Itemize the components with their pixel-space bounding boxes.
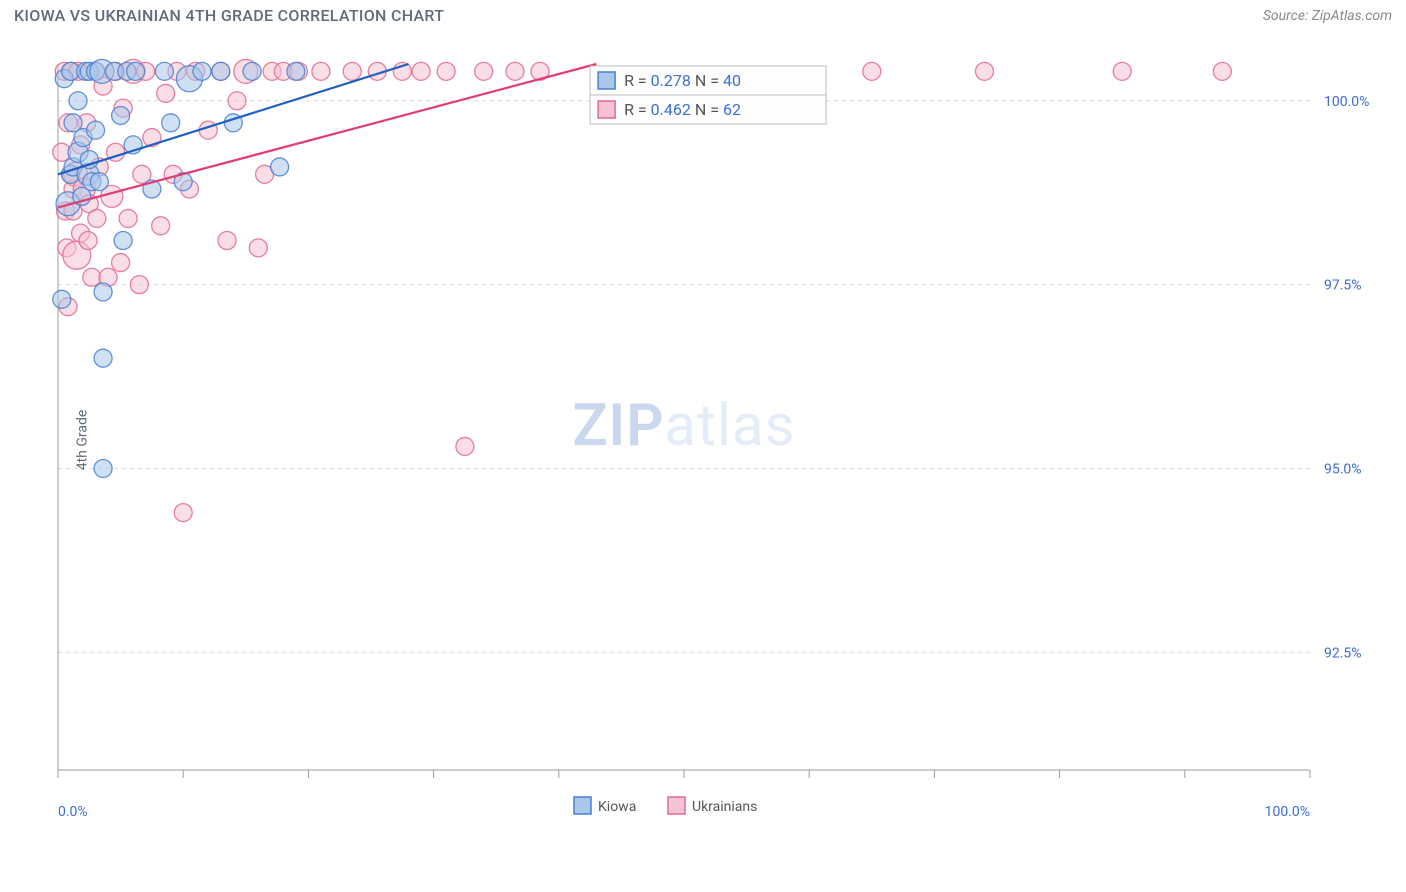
stats-text-ukrainians: R = 0.462 N = 62 [624,100,741,119]
scatter-point-ukrainians [1113,62,1131,80]
scatter-point-ukrainians [79,232,97,250]
scatter-point-kiowa [53,290,71,308]
stats-swatch-ukrainians [598,101,615,118]
scatter-point-ukrainians [437,62,455,80]
stats-text-kiowa: R = 0.278 N = 40 [624,71,741,90]
scatter-point-ukrainians [312,62,330,80]
correlation-chart: 92.5% 95.0% 97.5% 100.0% ZIPatlas 0.0% 100.0% R… [46,40,1386,840]
scatter-point-ukrainians [343,62,361,80]
scatter-point-kiowa [69,92,87,110]
y-tick-label: 100.0% [1324,94,1369,110]
scatter-point-ukrainians [130,276,148,294]
scatter-point-kiowa [212,62,230,80]
y-tick-label: 95.0% [1324,461,1362,477]
scatter-point-kiowa [112,106,130,124]
scatter-point-ukrainians [199,121,217,139]
scatter-point-ukrainians [1213,62,1231,80]
scatter-point-ukrainians [119,209,137,227]
legend-label-kiowa: Kiowa [598,799,636,815]
scatter-point-kiowa [94,459,112,477]
y-axis-label: 4th Grade [74,410,90,471]
scatter-point-ukrainians [174,504,192,522]
x-tick-label: 100.0% [1265,804,1310,820]
y-tick-label: 92.5% [1324,645,1362,661]
scatter-point-kiowa [287,62,305,80]
scatter-point-ukrainians [975,62,993,80]
scatter-point-ukrainians [228,92,246,110]
scatter-point-ukrainians [475,62,493,80]
scatter-point-kiowa [243,62,261,80]
scatter-point-ukrainians [157,84,175,102]
scatter-point-kiowa [114,232,132,250]
y-tick-label: 97.5% [1324,278,1362,294]
scatter-point-kiowa [87,121,105,139]
scatter-point-kiowa [127,62,145,80]
scatter-point-kiowa [193,62,211,80]
scatter-point-ukrainians [249,239,267,257]
chart-title: KIOWA VS UKRAINIAN 4TH GRADE CORRELATION… [14,6,444,25]
scatter-point-ukrainians [218,232,236,250]
scatter-point-ukrainians [863,62,881,80]
x-tick-label: 0.0% [58,804,88,820]
scatter-point-ukrainians [506,62,524,80]
legend-label-ukrainians: Ukrainians [692,799,757,815]
stats-swatch-kiowa [598,72,615,89]
watermark: ZIPatlas [572,392,795,460]
scatter-point-kiowa [90,173,108,191]
legend-swatch-kiowa [574,797,591,814]
scatter-point-kiowa [271,158,289,176]
scatter-point-ukrainians [88,209,106,227]
scatter-point-ukrainians [112,254,130,272]
scatter-point-ukrainians [152,217,170,235]
scatter-point-ukrainians [83,268,101,286]
scatter-point-kiowa [155,62,173,80]
scatter-point-ukrainians [412,62,430,80]
legend-swatch-ukrainians [668,797,685,814]
scatter-point-kiowa [94,349,112,367]
source-attribution: Source: ZipAtlas.com [1263,8,1392,24]
regression-line-ukrainians [58,64,596,207]
scatter-point-kiowa [162,114,180,132]
scatter-point-kiowa [94,283,112,301]
scatter-point-ukrainians [456,437,474,455]
